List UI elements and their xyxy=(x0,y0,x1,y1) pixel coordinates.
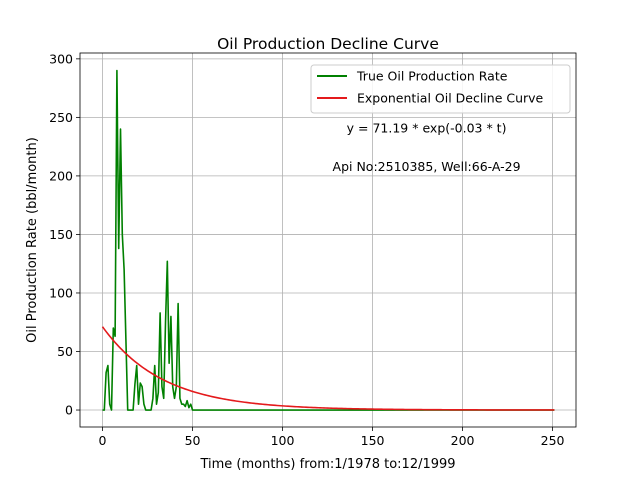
series-lines xyxy=(101,69,555,411)
y-tick-label: 150 xyxy=(49,227,73,242)
axis-ticks: 0 50 100 150 200 250 0 50 100 150 200 250 300 xyxy=(49,51,564,448)
legend-box xyxy=(310,64,571,114)
x-tick-label: 250 xyxy=(541,433,565,448)
series-true-oil-rate-line xyxy=(102,69,555,411)
y-tick-label: 250 xyxy=(49,110,73,125)
x-tick-label: 50 xyxy=(185,433,201,448)
equation-annotation: y = 71.19 * exp(-0.03 * t) xyxy=(347,120,507,135)
y-tick-label: 50 xyxy=(57,344,73,359)
x-tick-label: 150 xyxy=(361,433,385,448)
y-tick-label: 200 xyxy=(49,168,73,183)
x-tick-label: 100 xyxy=(271,433,295,448)
legend: True Oil Production Rate Exponential Oil… xyxy=(310,64,571,114)
legend-label-decline-curve: Exponential Oil Decline Curve xyxy=(357,91,544,106)
well-annotation: Api No:2510385, Well:66-A-29 xyxy=(333,159,521,174)
chart-title: Oil Production Decline Curve xyxy=(217,35,439,53)
x-tick-label: 0 xyxy=(99,433,107,448)
x-tick-label: 200 xyxy=(451,433,475,448)
y-tick-label: 300 xyxy=(49,51,73,66)
y-axis-label: Oil Production Rate (bbl/month) xyxy=(25,137,40,343)
y-tick-label: 100 xyxy=(49,285,73,300)
grid-lines xyxy=(80,53,576,427)
y-tick-label: 0 xyxy=(65,403,73,418)
x-axis-label: Time (months) from:1/1978 to:12/1999 xyxy=(199,457,455,472)
series-exponential-decline-line xyxy=(101,326,555,411)
plot-frame xyxy=(79,52,577,428)
legend-label-true-rate: True Oil Production Rate xyxy=(356,69,508,84)
